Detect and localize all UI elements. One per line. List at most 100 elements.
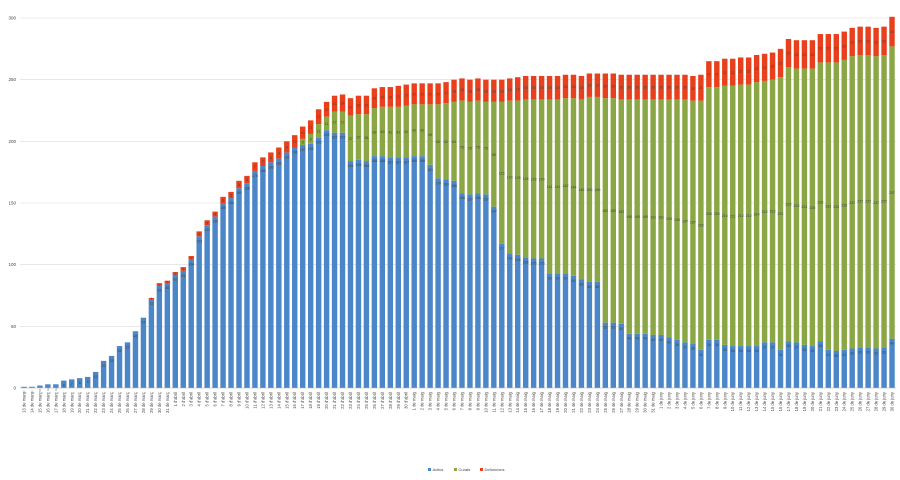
data-label: 93 (548, 276, 552, 280)
bar-segment (626, 74, 632, 100)
bar-segment (594, 73, 601, 97)
bar-segment (785, 67, 792, 342)
x-tick-label: 8 de juny (714, 391, 719, 409)
bar-segment (244, 183, 250, 388)
bar-segment (849, 348, 855, 388)
bar-segment (801, 344, 808, 388)
data-label: 16 (372, 97, 376, 101)
data-label: 20 (643, 86, 647, 90)
legend-label: Curats (459, 467, 471, 472)
data-label: 162 (236, 191, 242, 195)
data-label: 38 (786, 344, 790, 348)
bar-segment (634, 74, 640, 100)
bar-segment (451, 180, 457, 388)
bar-segment (323, 101, 330, 117)
bar-segment (180, 270, 186, 388)
bar-segment (761, 342, 768, 388)
data-label: 17 (436, 92, 440, 96)
data-label: 31 (826, 353, 830, 357)
bar-segment (459, 78, 465, 101)
bar-segment (602, 73, 609, 99)
bar-segment (745, 84, 752, 347)
bar-segment (188, 259, 194, 388)
data-label: 19 (564, 85, 568, 89)
data-label: 141 (547, 185, 553, 189)
bar-segment (339, 132, 346, 388)
bar-segment (252, 170, 258, 388)
data-label: 191 (284, 155, 290, 159)
data-label: 34 (810, 349, 814, 353)
data-label: 95 (181, 274, 185, 278)
x-tick-label: 7 d'abril (221, 392, 226, 407)
bar-segment (769, 79, 776, 343)
data-label: 23 (866, 39, 870, 43)
bar-segment (546, 273, 553, 388)
x-tick-label: 24 de juny (842, 391, 847, 411)
x-tick-label: 2 de juny (667, 391, 672, 409)
data-label: 75 (476, 145, 480, 149)
bar-segment (507, 100, 513, 254)
bar-segment (276, 147, 282, 159)
bar-segment (347, 115, 354, 162)
x-tick-label: 26 de març (125, 392, 130, 413)
legend-label: Actius (433, 467, 444, 472)
x-tick-label: 12 de juny (746, 391, 751, 411)
bar-segment (602, 322, 609, 388)
bar-segment (515, 100, 521, 255)
bar-segment (698, 74, 704, 101)
data-label: 34 (118, 349, 122, 353)
data-label: 226 (817, 200, 823, 204)
bar-segment (491, 101, 497, 207)
x-tick-label: 26 de juny (858, 391, 863, 411)
data-label: 14 (348, 105, 352, 109)
x-tick-label: 28 de juny (874, 391, 879, 411)
bar-segment (491, 206, 497, 388)
data-label: 105 (539, 262, 545, 266)
x-tick-label: 28 d'abril (388, 392, 393, 409)
bar-segment (738, 84, 744, 347)
bar-segment (602, 98, 609, 323)
data-label: 20 (611, 84, 615, 88)
bar-segment (650, 99, 656, 335)
bar-segment (881, 26, 887, 55)
x-tick-label: 29 de maig (635, 391, 640, 412)
bar-segment (236, 188, 242, 388)
bar-segment (371, 156, 378, 388)
bar-segment (706, 339, 712, 388)
data-label: 75 (468, 147, 472, 151)
bar-segment (379, 106, 386, 157)
data-label: 22 (723, 71, 727, 75)
x-tick-label: 7 de maig (459, 391, 464, 410)
data-label: 207 (340, 136, 346, 140)
data-label: 17 (444, 91, 448, 95)
data-label: 23 (858, 39, 862, 43)
data-label: 142 (563, 184, 569, 188)
data-label: 86 (595, 285, 599, 289)
bar-segment (180, 267, 186, 271)
data-label: 4 (198, 232, 200, 236)
x-tick-label: 17 de maig (539, 391, 544, 412)
bar-segment (212, 211, 218, 217)
data-label: 93 (564, 276, 568, 280)
bar-segment (467, 101, 473, 195)
bar-segment (873, 348, 879, 388)
bar-segment (347, 98, 354, 116)
bar-segment (307, 120, 314, 134)
data-label: 109 (507, 257, 513, 261)
x-tick-label: 13 de juny (754, 391, 759, 411)
bar-segment (698, 100, 704, 350)
data-label: 186 (276, 162, 282, 166)
bar-segment (276, 158, 282, 388)
bar-segment (315, 137, 322, 388)
data-label: 105 (531, 262, 537, 266)
data-label: 11 (309, 126, 313, 130)
bar-segment (666, 99, 672, 338)
bar-segment (881, 55, 887, 348)
bar-segment (634, 99, 640, 334)
data-label: 5 (302, 140, 304, 144)
data-label: 7 (254, 165, 256, 169)
bar-segment (777, 349, 784, 388)
data-label: 191 (658, 216, 664, 220)
x-tick-label: 1 d'abril (173, 392, 178, 407)
data-label: 39 (715, 343, 719, 347)
